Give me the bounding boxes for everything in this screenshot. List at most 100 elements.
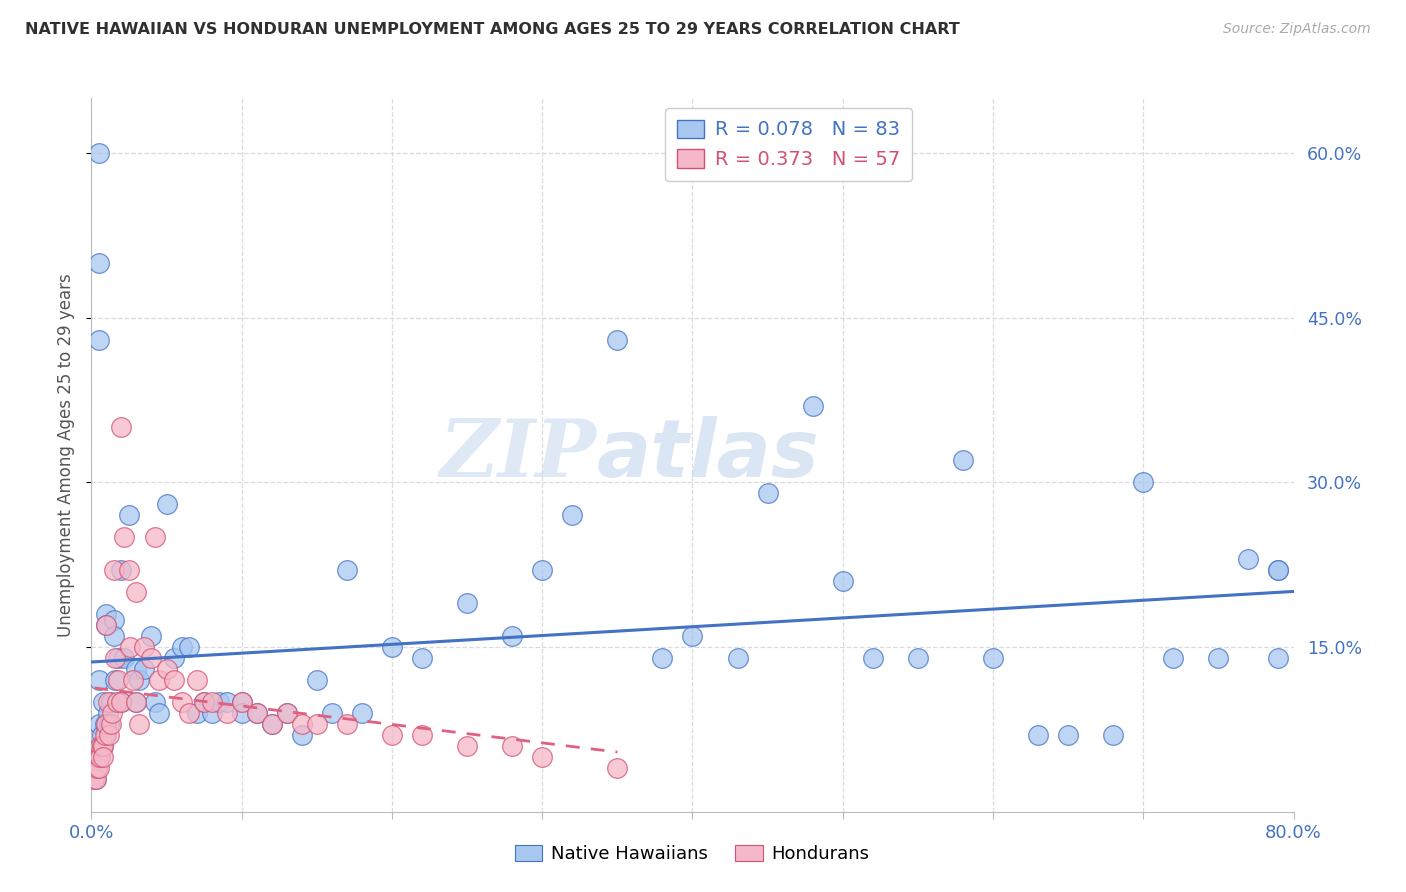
Point bbox=[163, 673, 186, 687]
Point bbox=[125, 662, 148, 676]
Point bbox=[1267, 651, 1289, 665]
Point bbox=[93, 695, 115, 709]
Point bbox=[90, 739, 112, 753]
Y-axis label: Unemployment Among Ages 25 to 29 years: Unemployment Among Ages 25 to 29 years bbox=[58, 273, 76, 637]
Point bbox=[208, 695, 231, 709]
Point bbox=[141, 651, 163, 665]
Point bbox=[96, 607, 118, 621]
Point bbox=[114, 530, 136, 544]
Point bbox=[128, 673, 150, 687]
Point bbox=[125, 695, 148, 709]
Point bbox=[201, 695, 224, 709]
Point bbox=[100, 717, 122, 731]
Point bbox=[831, 574, 853, 589]
Point bbox=[120, 640, 142, 654]
Point bbox=[501, 739, 523, 753]
Point bbox=[727, 651, 749, 665]
Point bbox=[86, 761, 108, 775]
Point bbox=[411, 728, 433, 742]
Point bbox=[84, 761, 107, 775]
Point bbox=[907, 651, 929, 665]
Point bbox=[118, 563, 141, 577]
Point bbox=[132, 640, 155, 654]
Point bbox=[84, 772, 107, 786]
Point bbox=[107, 673, 129, 687]
Point bbox=[246, 706, 269, 720]
Point bbox=[83, 749, 105, 764]
Point bbox=[96, 728, 118, 742]
Point bbox=[862, 651, 884, 665]
Point bbox=[125, 695, 148, 709]
Point bbox=[215, 695, 238, 709]
Point bbox=[84, 761, 107, 775]
Point bbox=[86, 761, 108, 775]
Point bbox=[501, 629, 523, 643]
Point bbox=[291, 717, 314, 731]
Point bbox=[94, 717, 117, 731]
Point bbox=[103, 629, 125, 643]
Point bbox=[1132, 475, 1154, 490]
Point bbox=[231, 706, 253, 720]
Point bbox=[260, 717, 283, 731]
Point bbox=[93, 739, 115, 753]
Point bbox=[110, 695, 132, 709]
Point bbox=[86, 749, 108, 764]
Text: Source: ZipAtlas.com: Source: ZipAtlas.com bbox=[1223, 22, 1371, 37]
Point bbox=[1208, 651, 1230, 665]
Point bbox=[141, 629, 163, 643]
Point bbox=[411, 651, 433, 665]
Point bbox=[87, 146, 110, 161]
Point bbox=[531, 563, 554, 577]
Point bbox=[1026, 728, 1049, 742]
Point bbox=[177, 706, 200, 720]
Point bbox=[177, 640, 200, 654]
Point bbox=[87, 256, 110, 270]
Point bbox=[1057, 728, 1080, 742]
Point bbox=[97, 695, 120, 709]
Point bbox=[350, 706, 373, 720]
Point bbox=[89, 749, 111, 764]
Text: NATIVE HAWAIIAN VS HONDURAN UNEMPLOYMENT AMONG AGES 25 TO 29 YEARS CORRELATION C: NATIVE HAWAIIAN VS HONDURAN UNEMPLOYMENT… bbox=[25, 22, 960, 37]
Point bbox=[86, 749, 108, 764]
Point bbox=[170, 640, 193, 654]
Point bbox=[305, 673, 328, 687]
Point bbox=[143, 695, 166, 709]
Point bbox=[110, 420, 132, 434]
Text: atlas: atlas bbox=[596, 416, 820, 494]
Point bbox=[143, 530, 166, 544]
Point bbox=[952, 453, 974, 467]
Point bbox=[193, 695, 215, 709]
Point bbox=[125, 585, 148, 599]
Point bbox=[97, 706, 120, 720]
Point bbox=[110, 563, 132, 577]
Point bbox=[84, 772, 107, 786]
Point bbox=[1267, 563, 1289, 577]
Point bbox=[201, 706, 224, 720]
Point bbox=[1102, 728, 1125, 742]
Point bbox=[606, 761, 628, 775]
Point bbox=[83, 772, 105, 786]
Point bbox=[186, 706, 208, 720]
Point bbox=[456, 596, 478, 610]
Point bbox=[87, 749, 110, 764]
Point bbox=[104, 651, 127, 665]
Point bbox=[96, 618, 118, 632]
Point bbox=[87, 673, 110, 687]
Point bbox=[681, 629, 703, 643]
Point bbox=[101, 706, 124, 720]
Point bbox=[1267, 563, 1289, 577]
Point bbox=[276, 706, 298, 720]
Point bbox=[231, 695, 253, 709]
Point bbox=[170, 695, 193, 709]
Point bbox=[336, 717, 359, 731]
Point bbox=[89, 749, 111, 764]
Point bbox=[336, 563, 359, 577]
Point bbox=[148, 706, 170, 720]
Point bbox=[103, 613, 125, 627]
Point bbox=[104, 673, 127, 687]
Point bbox=[1237, 552, 1260, 566]
Point bbox=[321, 706, 343, 720]
Point bbox=[105, 695, 128, 709]
Point bbox=[89, 739, 111, 753]
Point bbox=[231, 695, 253, 709]
